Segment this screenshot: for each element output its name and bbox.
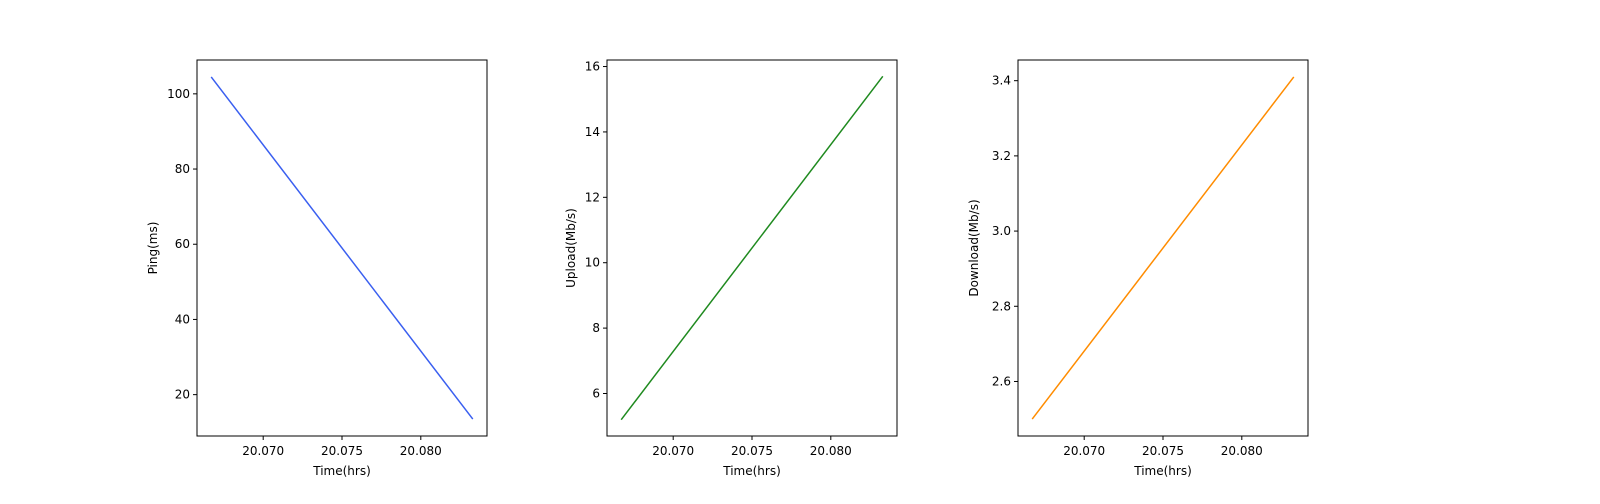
y-axis-label: Upload(Mb/s) — [564, 208, 578, 288]
series-line-1 — [620, 75, 884, 421]
chart-panel-2: 20.070 20.075 20.080 6 8 10 12 14 16 Time(hrs) Upl… — [564, 59, 898, 478]
x-tick-label: 20.070 — [652, 444, 694, 458]
x-tick-label: 20.075 — [1142, 444, 1184, 458]
x-tick-label: 20.070 — [1063, 444, 1105, 458]
y-tick-label: 3.2 — [992, 149, 1011, 163]
x-axis-label: Time(hrs) — [722, 464, 781, 478]
x-tick-label: 20.075 — [731, 444, 773, 458]
y-tick-label: 14 — [585, 125, 600, 139]
y-tick-label: 12 — [585, 190, 600, 204]
x-axis-label: Time(hrs) — [1133, 464, 1192, 478]
y-tick-label: 3.4 — [992, 74, 1011, 88]
y-tick-label: 20 — [175, 388, 190, 402]
x-axis-label: Time(hrs) — [312, 464, 371, 478]
chart-panel-1: 20.070 20.075 20.080 20 40 60 80 100 Time(hrs) Pi… — [146, 59, 488, 478]
chart-panel-3: 20.070 20.075 20.080 2.6 2.8 3.0 3.2 3.4 Time(hr… — [967, 59, 1309, 478]
y-axis-label: Download(Mb/s) — [967, 199, 981, 296]
x-tick-label: 20.075 — [321, 444, 363, 458]
y-tick-label: 60 — [175, 237, 190, 251]
x-tick-label: 20.070 — [242, 444, 284, 458]
series-line-1 — [1031, 76, 1295, 420]
y-tick-label: 80 — [175, 162, 190, 176]
series-line-1 — [210, 76, 474, 420]
x-tick-label: 20.080 — [810, 444, 852, 458]
y-tick-label: 3.0 — [992, 224, 1011, 238]
x-tick-label: 20.080 — [1221, 444, 1263, 458]
y-tick-label: 8 — [592, 321, 600, 335]
y-tick-label: 16 — [585, 60, 600, 74]
y-tick-label: 2.6 — [992, 374, 1011, 388]
y-axis-label: Ping(ms) — [146, 222, 160, 275]
y-tick-label: 6 — [592, 386, 600, 400]
y-tick-label: 40 — [175, 312, 190, 326]
y-tick-label: 100 — [167, 87, 190, 101]
x-tick-label: 20.080 — [400, 444, 442, 458]
y-tick-label: 10 — [585, 256, 600, 270]
y-tick-label: 2.8 — [992, 299, 1011, 313]
